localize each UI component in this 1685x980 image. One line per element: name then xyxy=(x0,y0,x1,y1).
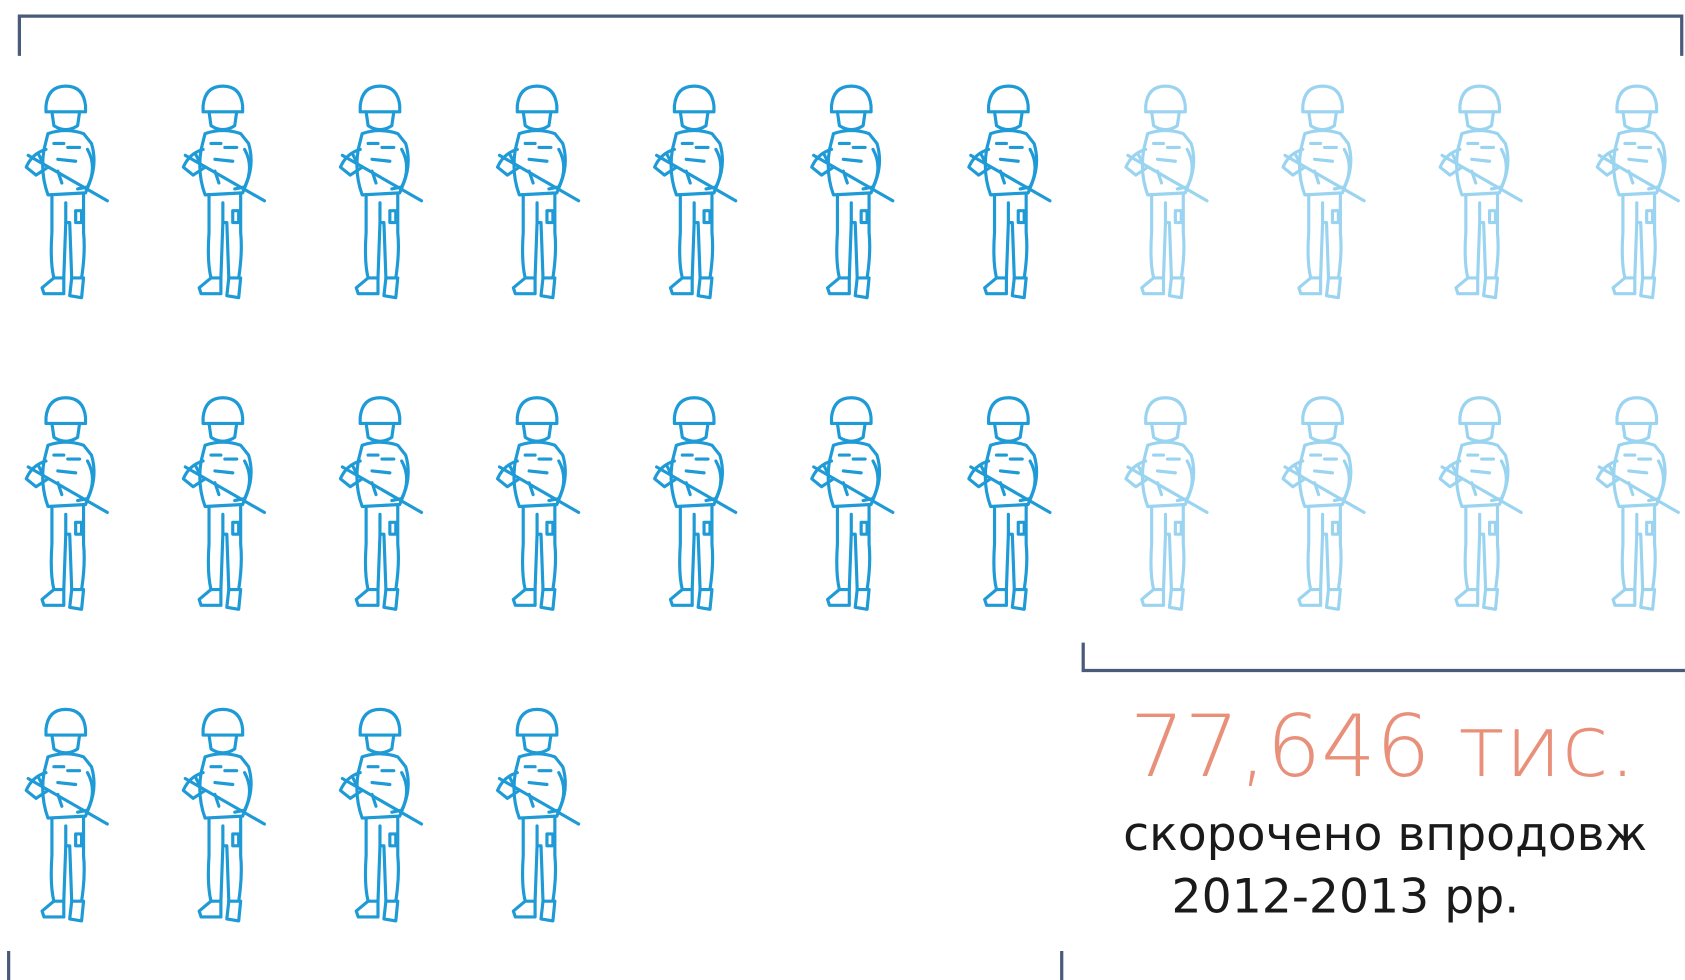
soldier-icon xyxy=(967,396,1052,611)
soldier-icon xyxy=(495,707,581,923)
soldier-icon xyxy=(24,84,109,300)
soldier-icon xyxy=(495,396,581,611)
soldier-icon xyxy=(810,84,895,300)
soldier-icon xyxy=(181,84,267,300)
soldier-icon-faded xyxy=(1124,396,1209,611)
soldier-icon xyxy=(652,396,738,611)
soldier-icon xyxy=(810,396,895,611)
soldier-icon xyxy=(338,707,424,923)
soldier-icon xyxy=(495,84,581,300)
soldier-icon-faded xyxy=(1281,84,1366,300)
soldier-icon xyxy=(338,396,424,611)
reduction-bracket xyxy=(1081,642,1685,673)
soldier-icon xyxy=(24,396,109,611)
bottom-bracket xyxy=(7,950,1064,980)
soldier-icon xyxy=(338,84,424,300)
soldier-icon xyxy=(967,84,1052,300)
soldier-icon-faded xyxy=(1281,396,1366,611)
soldier-icon-faded xyxy=(1438,396,1523,611)
soldier-icon xyxy=(181,707,267,923)
top-bracket xyxy=(17,14,1684,56)
soldier-icon-faded xyxy=(1124,84,1209,300)
caption-line: 2012-2013 рр. xyxy=(1172,869,1520,924)
brackets xyxy=(7,14,1685,980)
soldier-icon-faded xyxy=(1595,84,1680,300)
soldier-icon-faded xyxy=(1438,84,1523,300)
soldier-icon xyxy=(652,84,738,300)
soldier-icon xyxy=(181,396,267,611)
soldier-icon-faded xyxy=(1595,396,1680,611)
total-label: 77,646 тис. xyxy=(1130,697,1636,797)
caption-line: скорочено впродовж xyxy=(1123,807,1647,862)
soldier-icon xyxy=(24,707,109,923)
